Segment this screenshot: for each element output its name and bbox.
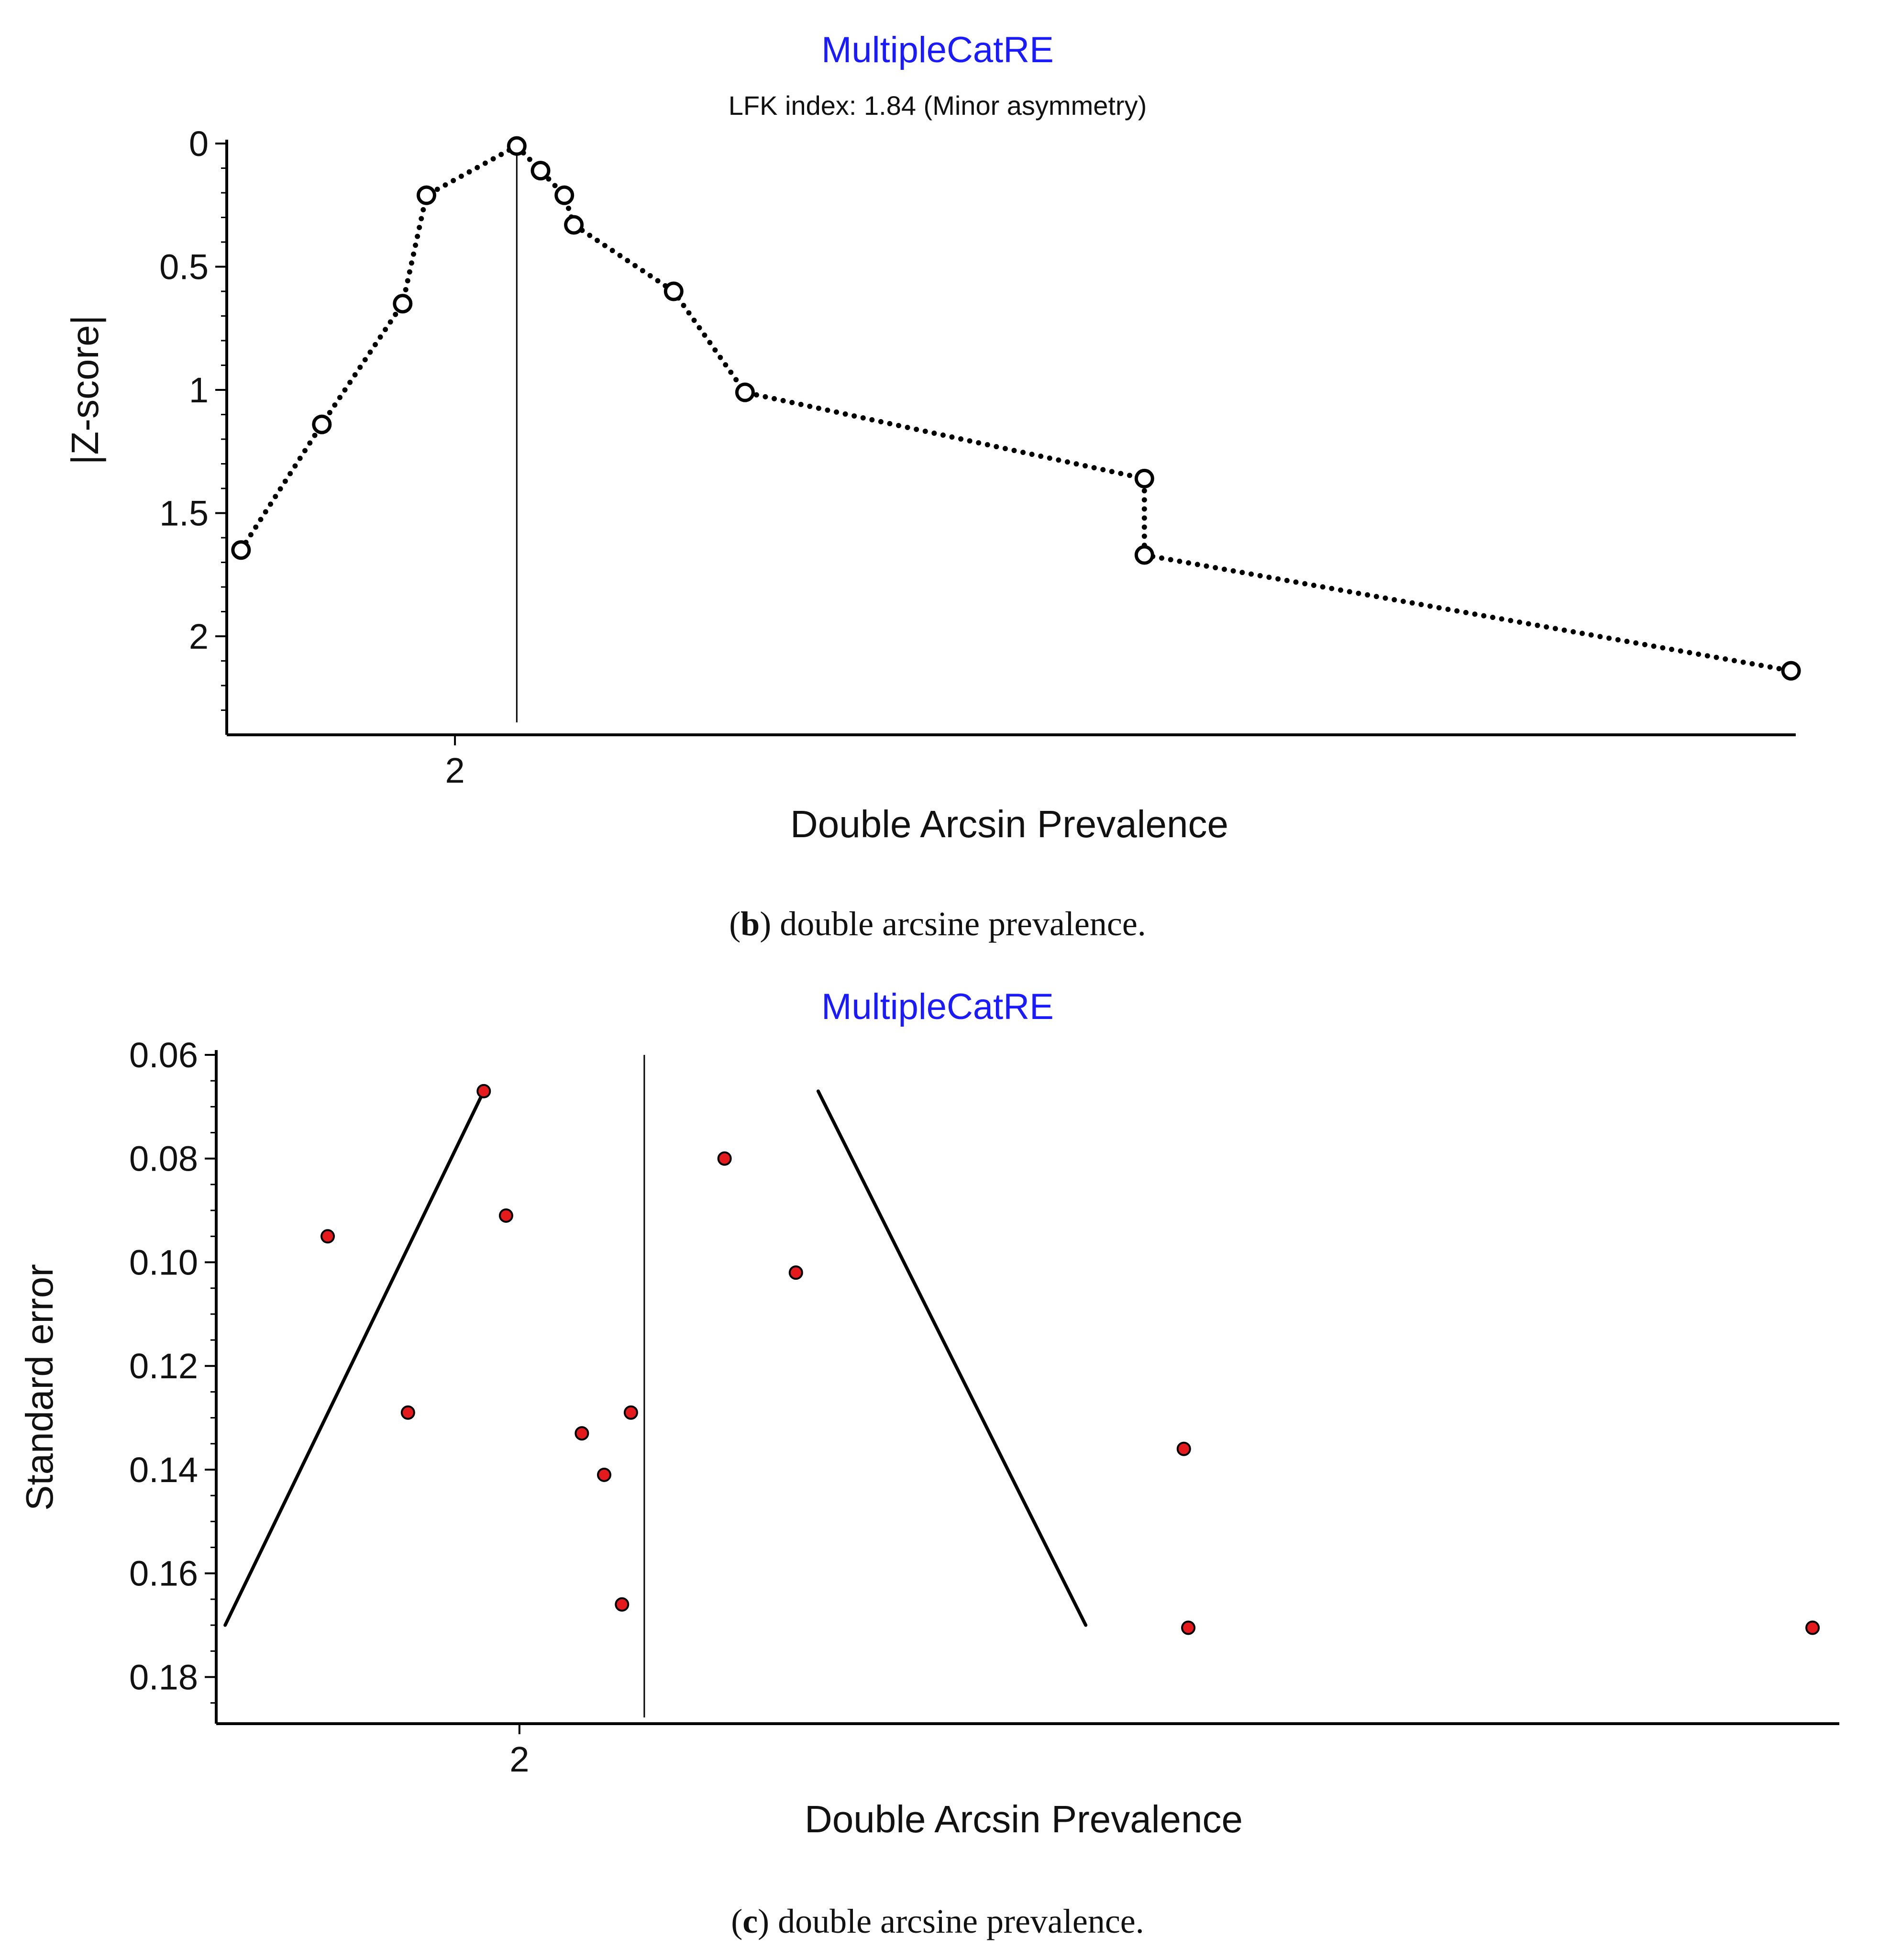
data-point [393, 294, 413, 314]
data-point [575, 1426, 589, 1441]
data-point [1805, 1620, 1820, 1635]
y-tick-label: 0 [189, 124, 209, 164]
funnel-line-left [223, 1089, 486, 1627]
chart-b-title: MultipleCatRE [821, 30, 1054, 70]
data-point [476, 1084, 491, 1098]
caption-close-paren: ) [758, 1902, 778, 1940]
data-point [597, 1467, 611, 1482]
data-point [231, 540, 251, 560]
y-tick-label: 0.16 [129, 1554, 198, 1594]
data-point [416, 185, 436, 205]
y-tick-label: 1.5 [159, 494, 209, 533]
caption-letter: c [742, 1902, 758, 1940]
chart-c-funnel-lines [223, 1089, 1088, 1627]
data-point [554, 185, 575, 205]
chart-b-y-axis-label: |Z-score| [64, 315, 106, 465]
chart-c-x-axis-label: Double Arcsin Prevalence [805, 1798, 1243, 1840]
data-point [1781, 661, 1801, 681]
funnel-chart: MultipleCatRE 0.060.080.100.120.140.160.… [18, 986, 1839, 1940]
data-point [321, 1229, 335, 1244]
series-dotted-line [238, 143, 1794, 674]
data-point [717, 1151, 732, 1166]
data-point [623, 1405, 638, 1420]
data-point [1176, 1441, 1191, 1456]
zscore-chart: MultipleCatRE LFK index: 1.84 (Minor asy… [64, 30, 1801, 943]
caption-open-paren: ( [729, 905, 741, 943]
data-point [788, 1265, 803, 1280]
y-tick-label: 0.14 [129, 1450, 198, 1490]
caption-open-paren: ( [731, 1902, 742, 1940]
chart-c-title: MultipleCatRE [821, 986, 1054, 1027]
chart-b-y-ticks: 0 0.5 1 1.5 2 [159, 124, 227, 711]
data-point [663, 281, 684, 301]
y-tick-label: 1 [189, 370, 209, 410]
data-point [400, 1405, 415, 1420]
y-tick-label: 0.5 [159, 247, 209, 287]
chart-c-caption: (c) double arcsine prevalence. [731, 1902, 1144, 1940]
data-point [735, 382, 755, 402]
data-point [1134, 468, 1154, 488]
chart-b-x-ticks: 2 [445, 735, 465, 790]
y-tick-label: 0.06 [129, 1035, 198, 1075]
chart-b-x-axis-label: Double Arcsin Prevalence [790, 803, 1228, 845]
data-point [1181, 1620, 1196, 1635]
funnel-line-right [816, 1089, 1088, 1627]
caption-text: double arcsine prevalence. [780, 905, 1146, 943]
chart-b-subtitle: LFK index: 1.84 (Minor asymmetry) [729, 90, 1147, 121]
data-point [312, 414, 332, 434]
y-tick-label: 2 [189, 617, 209, 656]
data-point [564, 215, 584, 235]
caption-text: double arcsine prevalence. [778, 1902, 1144, 1940]
x-tick-label: 2 [445, 751, 465, 790]
chart-c-y-axis-label: Standard error [18, 1264, 61, 1511]
chart-c-x-ticks: 2 [509, 1724, 529, 1779]
data-point [615, 1597, 630, 1612]
y-tick-label: 0.12 [129, 1346, 198, 1386]
chart-c-points [321, 1084, 1820, 1635]
data-point [498, 1208, 513, 1223]
chart-b-caption: (b) double arcsine prevalence. [729, 905, 1146, 943]
y-tick-label: 0.18 [129, 1657, 198, 1697]
chart-b-points [231, 136, 1801, 681]
y-tick-label: 0.08 [129, 1139, 198, 1179]
data-point [531, 161, 551, 181]
caption-letter: b [741, 905, 760, 943]
caption-close-paren: ) [760, 905, 780, 943]
data-point [507, 136, 527, 156]
chart-b-series-line [238, 143, 1794, 674]
chart-c-y-ticks: 0.06 0.08 0.10 0.12 0.14 0.16 0.18 [129, 1035, 216, 1704]
x-tick-label: 2 [509, 1739, 529, 1779]
y-tick-label: 0.10 [129, 1242, 198, 1282]
data-point [1134, 545, 1154, 565]
